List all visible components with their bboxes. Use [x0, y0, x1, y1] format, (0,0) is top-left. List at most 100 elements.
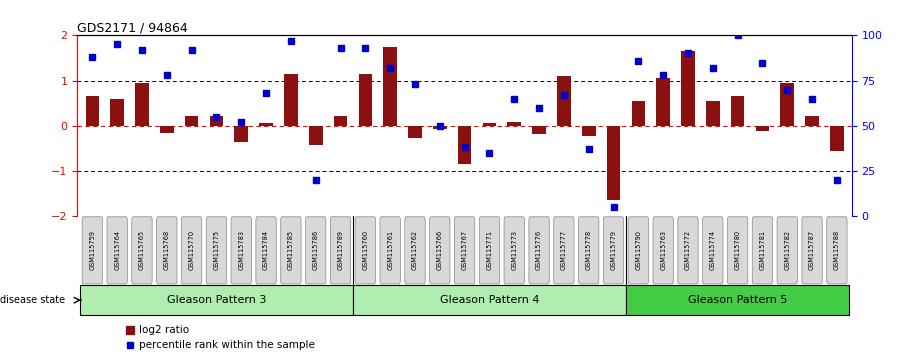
- Bar: [260, 124, 273, 126]
- FancyBboxPatch shape: [626, 285, 849, 315]
- Text: GSM115781: GSM115781: [760, 230, 765, 270]
- Bar: [333, 116, 347, 126]
- Bar: [805, 116, 819, 126]
- Text: GDS2171 / 94864: GDS2171 / 94864: [77, 21, 189, 34]
- Bar: [284, 74, 298, 126]
- Bar: [532, 126, 546, 134]
- Text: GSM115783: GSM115783: [239, 230, 244, 270]
- Bar: [359, 74, 373, 126]
- FancyBboxPatch shape: [430, 217, 450, 284]
- Bar: [408, 126, 422, 138]
- Text: GSM115777: GSM115777: [561, 230, 567, 270]
- FancyBboxPatch shape: [231, 217, 251, 284]
- FancyBboxPatch shape: [629, 217, 649, 284]
- Bar: [507, 122, 521, 126]
- Bar: [681, 51, 695, 126]
- Text: GSM115770: GSM115770: [189, 230, 195, 270]
- FancyBboxPatch shape: [826, 217, 847, 284]
- Text: GSM115790: GSM115790: [635, 230, 641, 270]
- Text: disease state: disease state: [0, 295, 65, 305]
- Text: GSM115787: GSM115787: [809, 230, 815, 270]
- Bar: [135, 83, 148, 126]
- Bar: [458, 126, 471, 164]
- Bar: [185, 116, 199, 126]
- Text: GSM115773: GSM115773: [511, 230, 517, 270]
- Text: GSM115789: GSM115789: [337, 230, 343, 270]
- FancyBboxPatch shape: [305, 217, 326, 284]
- FancyBboxPatch shape: [479, 217, 499, 284]
- Bar: [433, 126, 446, 129]
- Text: Gleason Pattern 5: Gleason Pattern 5: [688, 295, 787, 305]
- FancyBboxPatch shape: [504, 217, 525, 284]
- FancyBboxPatch shape: [455, 217, 475, 284]
- Bar: [731, 96, 744, 126]
- Text: GSM115778: GSM115778: [586, 230, 592, 270]
- Text: GSM115774: GSM115774: [710, 230, 716, 270]
- Bar: [607, 126, 620, 200]
- Bar: [631, 101, 645, 126]
- Text: GSM115771: GSM115771: [486, 230, 493, 270]
- Text: GSM115760: GSM115760: [363, 230, 368, 270]
- Bar: [234, 126, 248, 142]
- Bar: [483, 124, 496, 126]
- Bar: [384, 47, 397, 126]
- FancyBboxPatch shape: [578, 217, 599, 284]
- FancyBboxPatch shape: [256, 217, 276, 284]
- FancyBboxPatch shape: [331, 217, 351, 284]
- FancyBboxPatch shape: [554, 217, 574, 284]
- Bar: [160, 126, 174, 132]
- Bar: [656, 78, 670, 126]
- Text: GSM115772: GSM115772: [685, 230, 691, 270]
- Text: Gleason Pattern 3: Gleason Pattern 3: [167, 295, 266, 305]
- FancyBboxPatch shape: [281, 217, 301, 284]
- FancyBboxPatch shape: [132, 217, 152, 284]
- Text: GSM115788: GSM115788: [834, 230, 840, 270]
- Bar: [210, 116, 223, 126]
- Bar: [706, 101, 720, 126]
- FancyBboxPatch shape: [380, 217, 400, 284]
- FancyBboxPatch shape: [728, 217, 748, 284]
- Bar: [755, 126, 769, 131]
- Bar: [582, 126, 596, 136]
- Bar: [309, 126, 322, 145]
- Text: GSM115786: GSM115786: [312, 230, 319, 270]
- Text: GSM115775: GSM115775: [213, 230, 220, 270]
- FancyBboxPatch shape: [752, 217, 773, 284]
- Text: GSM115759: GSM115759: [89, 230, 96, 270]
- Text: GSM115779: GSM115779: [610, 230, 617, 270]
- Text: Gleason Pattern 4: Gleason Pattern 4: [440, 295, 539, 305]
- Text: GSM115776: GSM115776: [536, 230, 542, 270]
- Text: GSM115764: GSM115764: [114, 230, 120, 270]
- Bar: [110, 99, 124, 126]
- FancyBboxPatch shape: [603, 217, 624, 284]
- Bar: [557, 76, 570, 126]
- Text: GSM115782: GSM115782: [784, 230, 790, 270]
- Bar: [86, 96, 99, 126]
- FancyBboxPatch shape: [802, 217, 823, 284]
- FancyBboxPatch shape: [404, 217, 425, 284]
- Text: GSM115765: GSM115765: [139, 230, 145, 270]
- FancyBboxPatch shape: [82, 217, 103, 284]
- Text: GSM115766: GSM115766: [436, 230, 443, 270]
- FancyBboxPatch shape: [80, 285, 353, 315]
- FancyBboxPatch shape: [353, 285, 626, 315]
- Text: GSM115762: GSM115762: [412, 230, 418, 270]
- Legend: log2 ratio, percentile rank within the sample: log2 ratio, percentile rank within the s…: [121, 321, 319, 354]
- FancyBboxPatch shape: [107, 217, 128, 284]
- FancyBboxPatch shape: [157, 217, 177, 284]
- Text: GSM115763: GSM115763: [660, 230, 666, 270]
- Text: GSM115768: GSM115768: [164, 230, 169, 270]
- Text: GSM115784: GSM115784: [263, 230, 269, 270]
- Bar: [830, 126, 844, 150]
- Text: GSM115767: GSM115767: [462, 230, 467, 270]
- Text: GSM115761: GSM115761: [387, 230, 394, 270]
- Text: GSM115785: GSM115785: [288, 230, 294, 270]
- FancyBboxPatch shape: [206, 217, 227, 284]
- FancyBboxPatch shape: [777, 217, 797, 284]
- FancyBboxPatch shape: [355, 217, 375, 284]
- FancyBboxPatch shape: [678, 217, 698, 284]
- Bar: [781, 83, 794, 126]
- FancyBboxPatch shape: [529, 217, 549, 284]
- Text: GSM115780: GSM115780: [734, 230, 741, 270]
- FancyBboxPatch shape: [181, 217, 201, 284]
